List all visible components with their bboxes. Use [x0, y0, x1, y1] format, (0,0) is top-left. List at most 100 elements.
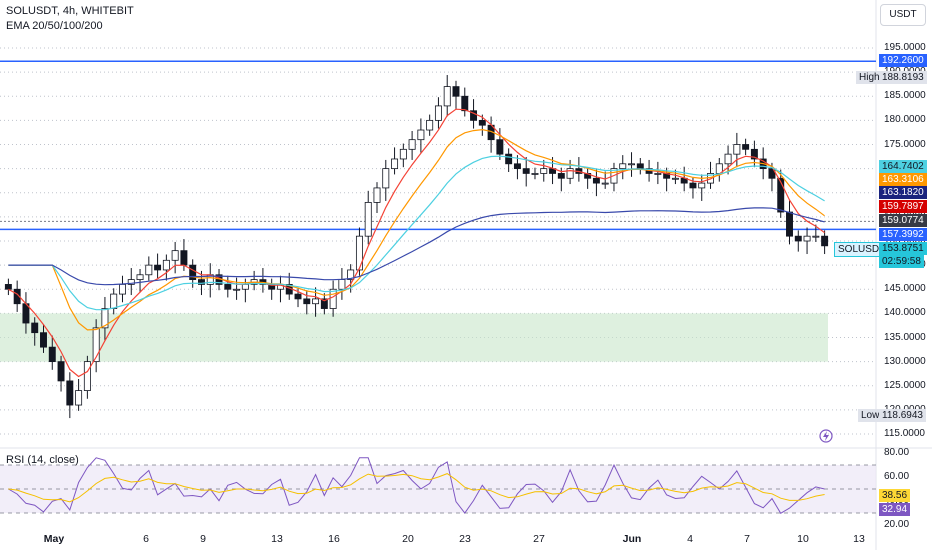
- candle: [92, 327, 100, 363]
- candle: [794, 235, 802, 242]
- ema100-line: [8, 155, 825, 311]
- level-label: 159.0774: [879, 214, 927, 227]
- ema20-line: [8, 108, 825, 378]
- time-tick: 16: [328, 533, 340, 545]
- candle: [154, 264, 162, 271]
- price-tick: 175.0000: [884, 138, 926, 150]
- last-price-label: 153.8751: [879, 242, 927, 255]
- rsi-tick: 80.00: [884, 447, 910, 458]
- candle: [803, 235, 811, 242]
- rsi-ma-line: [8, 473, 825, 503]
- candle: [496, 139, 504, 155]
- candle: [461, 95, 469, 112]
- candle: [452, 86, 460, 97]
- candle: [145, 264, 153, 276]
- candle: [689, 182, 697, 189]
- low-tag: Low: [858, 409, 883, 422]
- candle: [382, 168, 390, 189]
- price-tick: 140.0000: [884, 307, 926, 319]
- rsi-tick: 60.00: [884, 471, 910, 482]
- candle: [470, 110, 478, 121]
- rsi-signal-label: 38.56: [879, 489, 911, 502]
- price-tick: 135.0000: [884, 331, 926, 343]
- high-price-label: 188.8193: [879, 71, 927, 84]
- candle: [654, 173, 662, 175]
- ema200-line: [8, 207, 825, 286]
- candle: [347, 269, 355, 281]
- candle: [417, 129, 425, 141]
- candle: [233, 288, 241, 291]
- candle: [294, 293, 302, 300]
- candle: [601, 182, 609, 185]
- candle: [364, 201, 372, 237]
- candle: [408, 139, 416, 150]
- currency-button[interactable]: USDT: [880, 4, 926, 26]
- candle: [373, 187, 381, 203]
- candle: [312, 298, 320, 305]
- candle: [540, 168, 548, 174]
- rsi-value-label: 32.94: [879, 503, 911, 516]
- candle: [110, 293, 118, 309]
- candle: [189, 264, 197, 281]
- candle: [391, 158, 399, 170]
- candle: [505, 153, 513, 165]
- candle: [4, 284, 12, 290]
- candle: [66, 380, 74, 406]
- lightning-icon: [819, 429, 833, 443]
- ema200-label: 163.1820: [879, 186, 927, 199]
- candle: [777, 177, 785, 213]
- candle: [733, 144, 741, 155]
- price-tick: 145.0000: [884, 283, 926, 295]
- candle: [750, 148, 758, 160]
- candle: [338, 279, 346, 290]
- low-price-label: 118.6943: [879, 409, 926, 422]
- candle: [162, 259, 170, 271]
- candle: [434, 105, 442, 121]
- time-tick: 23: [459, 533, 471, 545]
- rsi-legend[interactable]: RSI (14, close): [6, 454, 79, 466]
- candle: [628, 163, 635, 166]
- line-top-label: 192.2600: [879, 54, 927, 67]
- candle: [592, 177, 600, 184]
- price-tick: 180.0000: [884, 114, 926, 126]
- candle: [698, 182, 706, 189]
- candle: [171, 250, 179, 261]
- candle: [57, 361, 65, 382]
- line-bottom-label: 157.3992: [879, 228, 927, 241]
- ema50-label: 163.3106: [879, 173, 927, 186]
- ema100-label: 164.7402: [879, 160, 927, 173]
- candle: [786, 211, 793, 237]
- candle: [399, 148, 407, 160]
- price-tick: 115.0000: [884, 428, 925, 439]
- time-tick: 27: [533, 533, 545, 545]
- candle: [742, 144, 750, 150]
- rsi-tick: 20.00: [884, 519, 910, 530]
- candle: [40, 332, 47, 348]
- ema20-label: 159.7897: [879, 200, 927, 213]
- countdown-label: 02:59:58: [879, 255, 924, 268]
- candle: [224, 284, 232, 290]
- candle: [522, 168, 530, 174]
- candle: [320, 298, 328, 309]
- candle: [180, 250, 188, 266]
- candle: [136, 274, 144, 280]
- time-tick: 7: [744, 533, 750, 545]
- time-tick: 4: [687, 533, 693, 545]
- candle: [83, 361, 91, 391]
- symbol-title[interactable]: SOLUSDT, 4h, WHITEBIT: [6, 5, 134, 17]
- time-tick: 10: [797, 533, 809, 545]
- price-tick: 130.0000: [884, 355, 926, 367]
- candle: [101, 308, 109, 329]
- ema-legend[interactable]: EMA 20/50/100/200: [6, 20, 103, 32]
- time-tick: 13: [271, 533, 283, 545]
- candle: [768, 168, 776, 179]
- candle: [119, 284, 126, 295]
- candle: [821, 235, 829, 247]
- candle: [557, 173, 565, 179]
- candle: [426, 119, 434, 131]
- price-tick: 125.0000: [884, 379, 926, 391]
- candle: [724, 153, 732, 165]
- candle: [812, 235, 820, 238]
- time-tick: May: [43, 533, 65, 545]
